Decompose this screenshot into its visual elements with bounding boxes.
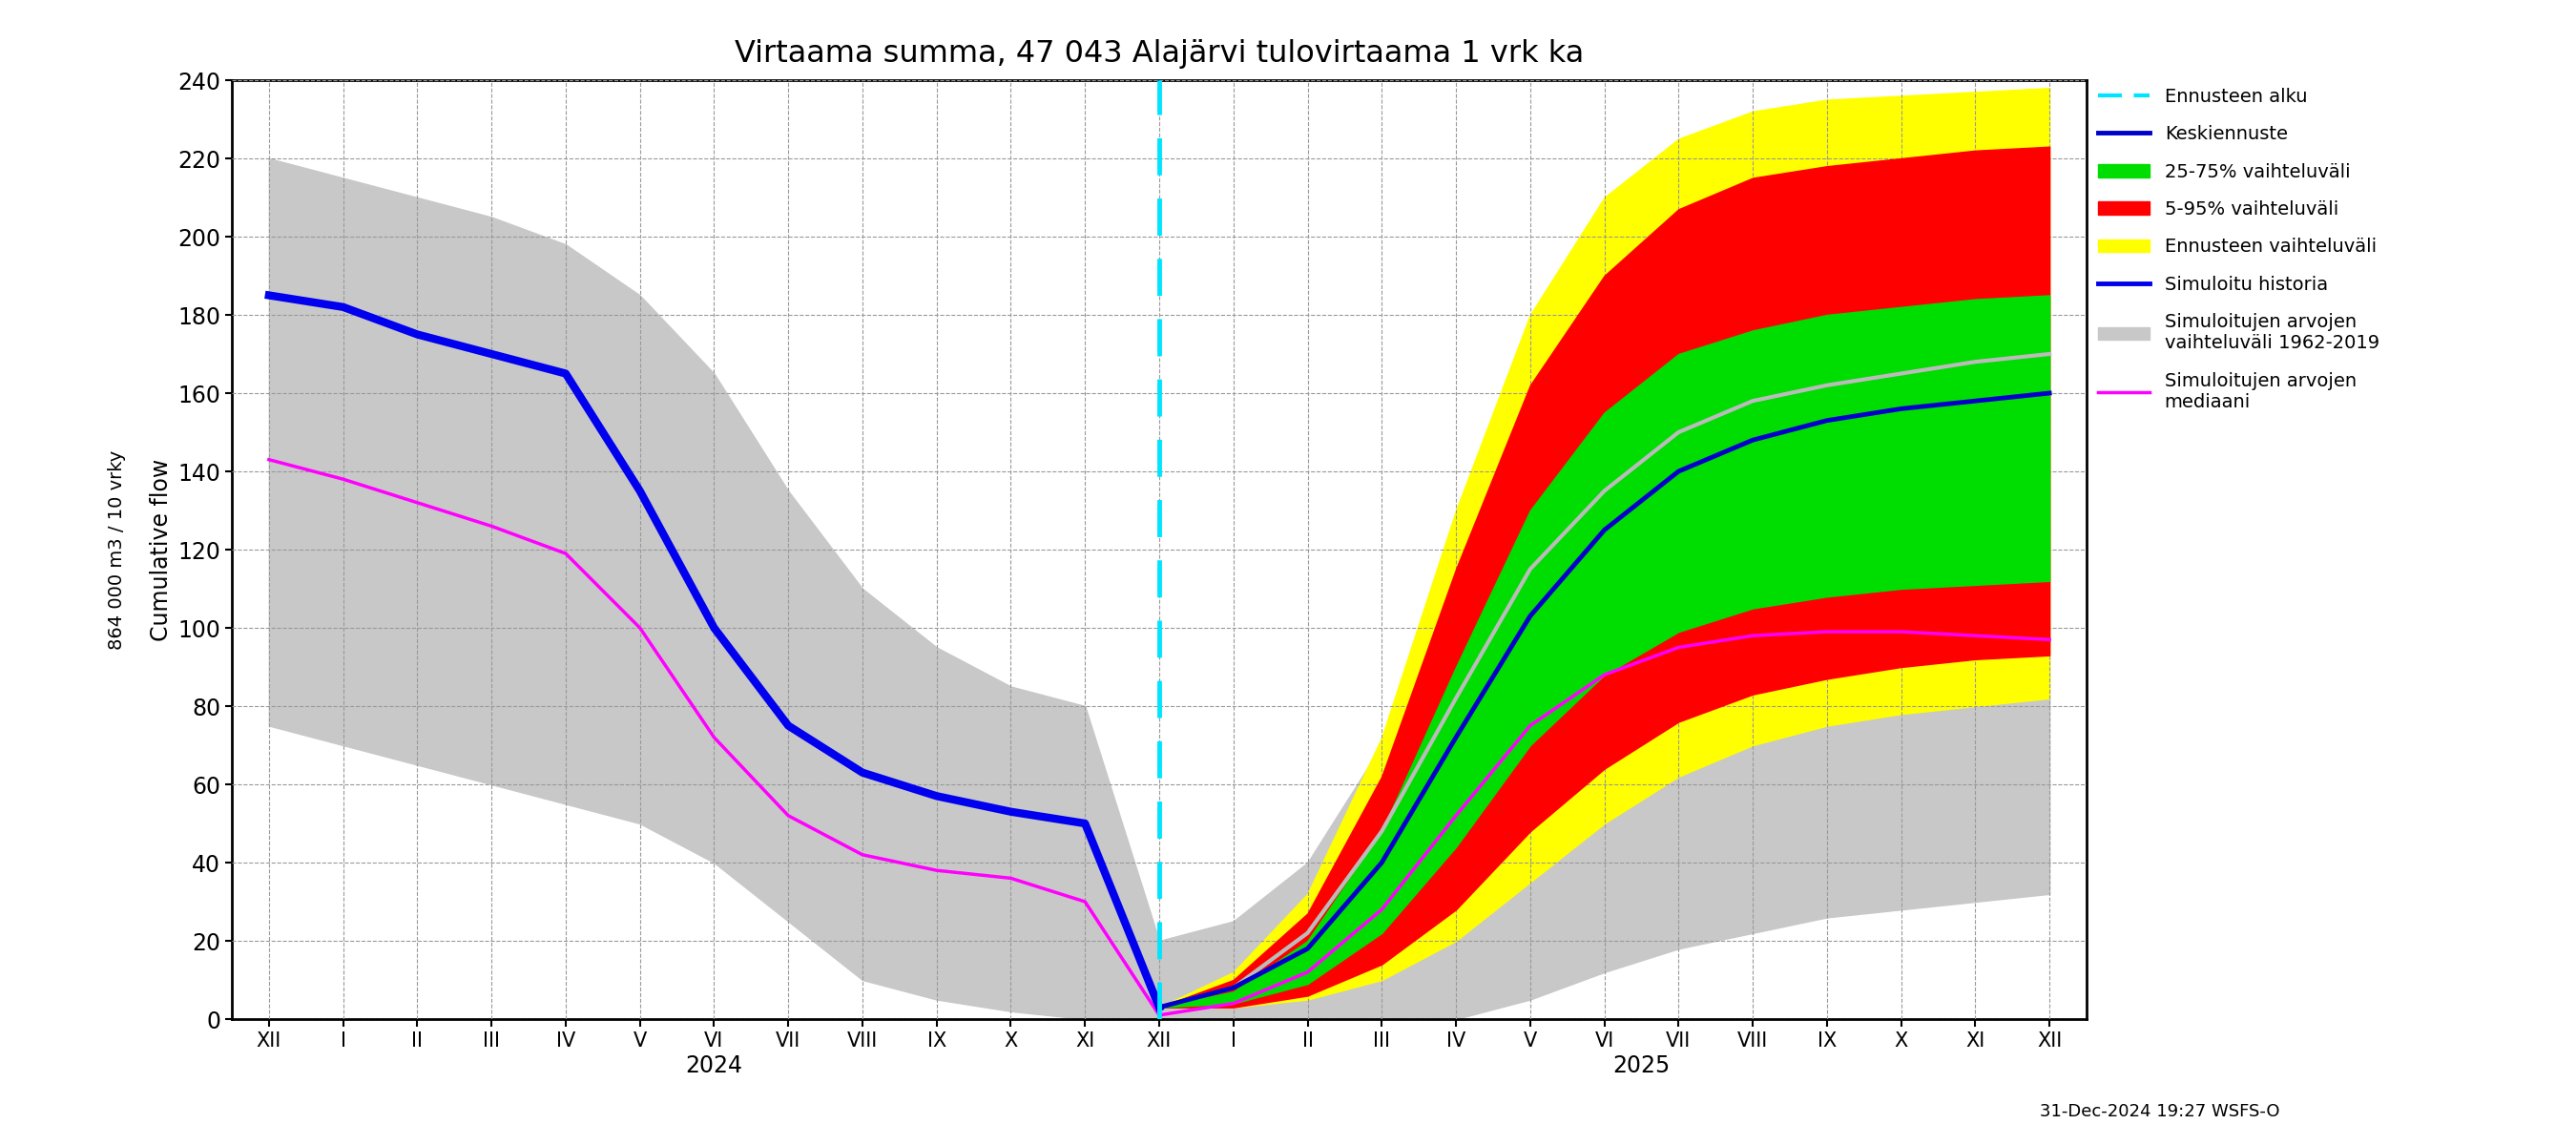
Text: 31-Dec-2024 19:27 WSFS-O: 31-Dec-2024 19:27 WSFS-O bbox=[2040, 1103, 2280, 1120]
Legend: Ennusteen alku, Keskiennuste, 25-75% vaihteluväli, 5-95% vaihteluväli, Ennusteen: Ennusteen alku, Keskiennuste, 25-75% vai… bbox=[2089, 80, 2388, 418]
Text: 864 000 m3 / 10 vrky: 864 000 m3 / 10 vrky bbox=[108, 450, 126, 649]
Text: 2024: 2024 bbox=[685, 1053, 742, 1076]
Y-axis label: Cumulative flow: Cumulative flow bbox=[149, 458, 173, 641]
Text: 2025: 2025 bbox=[1613, 1053, 1669, 1076]
Title: Virtaama summa, 47 043 Alajärvi tulovirtaama 1 vrk ka: Virtaama summa, 47 043 Alajärvi tulovirt… bbox=[734, 39, 1584, 69]
